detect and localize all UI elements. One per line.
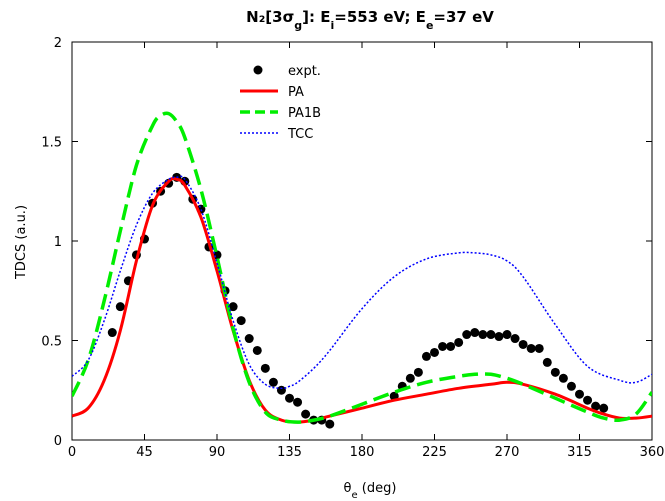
legend-label-pa1b: PA1B: [288, 106, 321, 121]
data-point-expt: [430, 347, 439, 357]
data-point-expt: [405, 373, 415, 383]
data-point-expt: [438, 341, 448, 351]
data-point-expt: [518, 339, 528, 349]
series-line-pa: [72, 176, 652, 424]
x-tick-label: 135: [277, 445, 302, 460]
x-tick-label: 0: [68, 445, 76, 460]
x-tick-label: 225: [422, 445, 447, 460]
data-point-expt: [236, 316, 246, 326]
data-point-expt: [228, 302, 238, 312]
data-point-expt: [478, 330, 488, 340]
legend-label-expt: expt.: [288, 64, 321, 79]
data-point-expt: [268, 377, 278, 387]
x-tick-label: 360: [640, 445, 665, 460]
y-tick-label: 1: [54, 235, 62, 250]
data-point-expt: [502, 330, 512, 340]
data-point-expt: [260, 363, 270, 373]
legend: expt. PA PA1B TCC: [240, 64, 321, 142]
data-point-expt: [252, 345, 262, 355]
data-point-expt: [542, 357, 552, 367]
series-layer: [72, 111, 652, 429]
data-point-expt: [446, 341, 456, 351]
y-tick-label: 2: [54, 36, 62, 51]
data-point-expt: [534, 343, 544, 353]
data-point-expt: [566, 381, 576, 391]
data-point-expt: [599, 403, 609, 413]
data-point-expt: [301, 409, 311, 419]
legend-label-pa: PA: [288, 85, 304, 100]
data-point-expt: [413, 367, 423, 377]
data-point-expt: [526, 343, 536, 353]
data-point-expt: [107, 328, 117, 338]
series-line-tcc: [72, 175, 652, 390]
data-point-expt: [454, 337, 464, 347]
x-axis-label: θe (deg): [344, 481, 397, 501]
data-point-expt: [550, 367, 560, 377]
data-point-expt: [470, 328, 480, 338]
y-tick-label: 0: [54, 434, 62, 449]
y-tick-label: 0.5: [41, 335, 62, 350]
chart-title: N₂[3σg]: Ei=553 eV; Ee=37 eV: [246, 8, 494, 32]
data-point-expt: [583, 395, 593, 405]
y-tick-label: 1.5: [41, 136, 62, 151]
data-point-expt: [510, 334, 520, 344]
legend-marker-expt: [253, 65, 263, 75]
data-point-expt: [115, 302, 125, 312]
x-tick-label: 180: [350, 445, 375, 460]
data-point-expt: [462, 330, 472, 340]
data-point-expt: [244, 334, 254, 344]
x-tick-label: 270: [495, 445, 520, 460]
x-tick-label: 45: [136, 445, 153, 460]
legend-label-tcc: TCC: [287, 127, 313, 142]
data-point-expt: [293, 397, 303, 407]
data-point-expt: [558, 373, 568, 383]
x-tick-label: 90: [209, 445, 226, 460]
y-axis-label: TDCS (a.u.): [14, 205, 29, 280]
x-tick-label: 315: [567, 445, 592, 460]
axes: 0 45 90 135 180 225 270 315 360 0 0.5 1 1.5 2: [41, 36, 664, 460]
data-point-expt: [591, 401, 601, 411]
data-point-expt: [276, 385, 286, 395]
series-line-pa1b: [72, 111, 652, 424]
data-point-expt: [575, 389, 584, 399]
data-point-expt: [494, 332, 504, 342]
data-point-expt: [486, 330, 496, 340]
data-point-expt: [421, 351, 431, 361]
data-point-expt: [325, 419, 335, 429]
data-point-expt: [285, 393, 294, 403]
